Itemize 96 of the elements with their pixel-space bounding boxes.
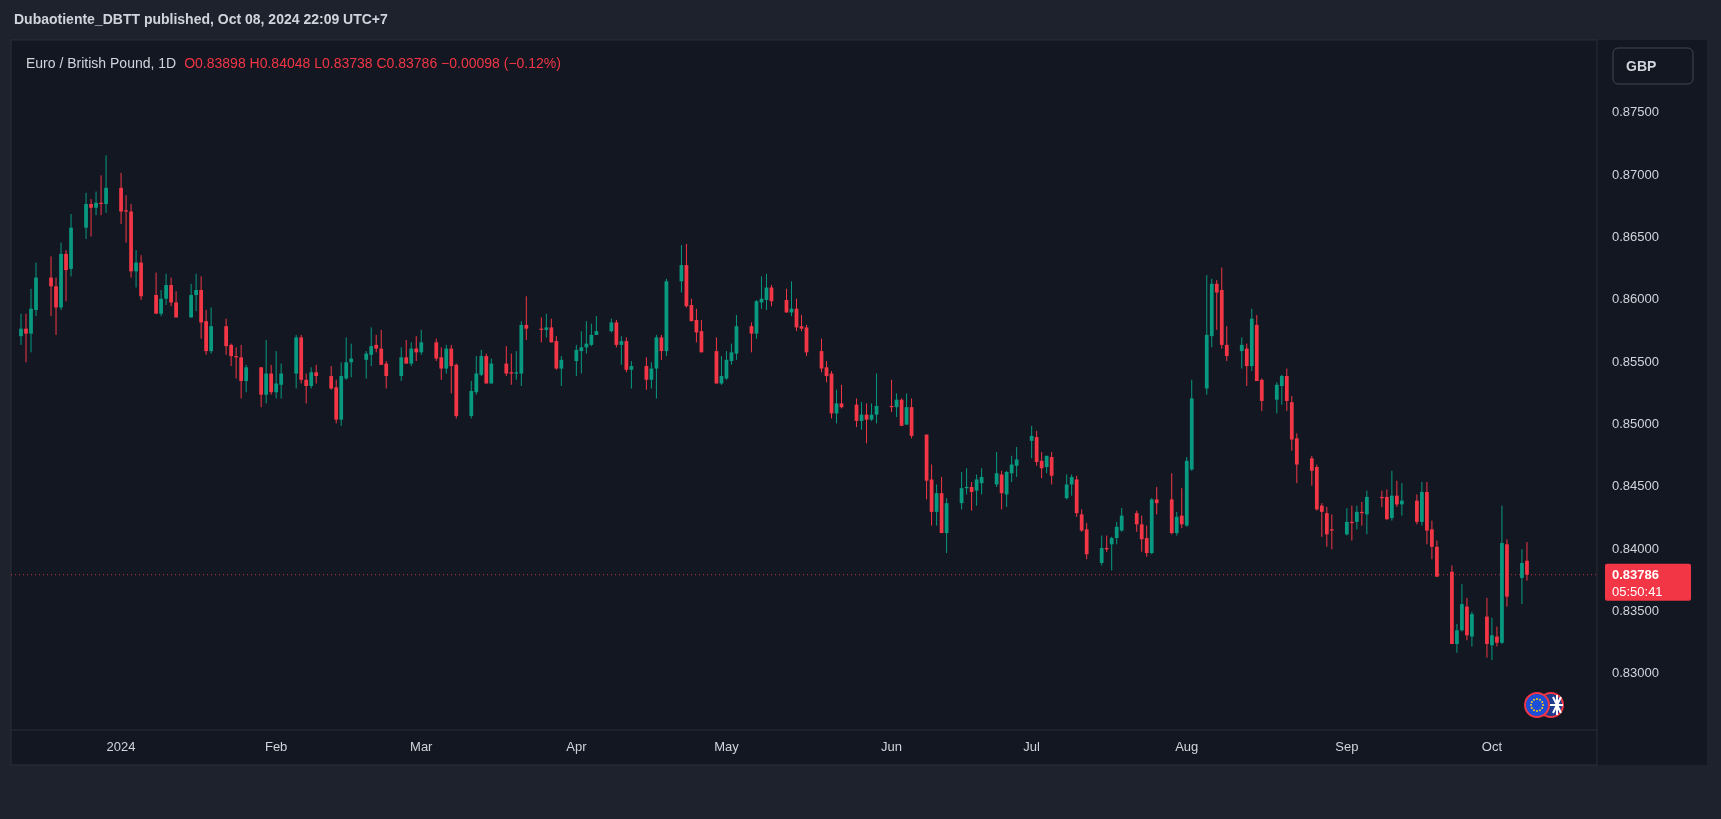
candlestick <box>1069 473 1074 497</box>
ref-line-label: 0.83786 <box>1612 567 1659 583</box>
candlestick <box>104 154 108 214</box>
candlestick <box>409 341 414 367</box>
candlestick <box>1525 541 1529 582</box>
candlestick <box>309 366 314 389</box>
y-tick-label: 0.85500 <box>1612 353 1659 369</box>
candlestick <box>1279 374 1284 406</box>
candlestick <box>1520 548 1524 605</box>
candlestick <box>444 344 449 375</box>
candlestick <box>1099 535 1104 566</box>
candlestick <box>24 313 28 363</box>
candlestick <box>304 373 309 404</box>
candlestick <box>1344 507 1349 537</box>
candlestick <box>84 192 88 240</box>
y-axis-title: GBP <box>1626 57 1657 74</box>
candlestick <box>1329 513 1334 550</box>
candlestick <box>159 289 163 317</box>
y-tick-label: 0.86000 <box>1612 291 1659 307</box>
candlestick <box>269 364 274 396</box>
y-tick-label: 0.84500 <box>1612 478 1659 494</box>
candlestick <box>1154 486 1159 515</box>
x-tick-label: Jul <box>1023 739 1041 754</box>
candlestick <box>19 313 23 346</box>
candlestick <box>164 273 168 306</box>
candlestick <box>194 273 198 312</box>
candlestick <box>189 283 193 318</box>
x-tick-label: Mar <box>410 739 434 754</box>
x-tick-label: Aug <box>1175 739 1199 754</box>
candlestick <box>559 355 564 387</box>
y-tick-label: 0.87000 <box>1612 166 1659 182</box>
candlestick <box>1049 451 1054 485</box>
candlestick <box>999 470 1004 510</box>
candlestick <box>1389 470 1394 522</box>
candlestick <box>489 358 494 385</box>
candlestick <box>154 272 158 315</box>
candlestick <box>1174 511 1179 537</box>
candlestick <box>419 329 424 356</box>
x-tick-label: Sep <box>1335 739 1359 754</box>
y-tick-label: 0.83000 <box>1612 665 1659 681</box>
text: Euro / British Pound, 1D <box>26 55 177 71</box>
candlestick <box>1109 536 1114 571</box>
candlestick <box>64 249 68 302</box>
text: 05:50:41 <box>1612 584 1663 600</box>
candlestick <box>1364 490 1369 535</box>
candlestick <box>1134 510 1139 533</box>
candlestick <box>1064 473 1069 500</box>
candlestick <box>1144 525 1149 558</box>
candlestick <box>1495 626 1499 647</box>
candlestick <box>134 249 138 289</box>
candlestick <box>244 364 249 393</box>
candlestick <box>1239 336 1244 370</box>
candlestick <box>274 350 279 399</box>
candlestick <box>504 345 509 377</box>
x-tick-label: 2024 <box>106 739 136 754</box>
candlestick <box>1395 480 1399 508</box>
candlestick <box>1179 487 1184 529</box>
candlestick <box>264 339 269 404</box>
candlestick <box>1224 325 1229 362</box>
candlestick <box>399 346 404 382</box>
candlestick <box>169 277 173 307</box>
x-tick-label: Apr <box>566 739 588 754</box>
x-tick-label: May <box>714 739 740 754</box>
candlestick <box>49 255 53 317</box>
candlestick <box>1384 488 1389 520</box>
candlestick <box>544 313 549 338</box>
candlestick <box>314 364 319 385</box>
candlestick <box>524 295 529 341</box>
y-tick-label: 0.84000 <box>1612 540 1659 556</box>
y-tick-label: 0.85000 <box>1612 415 1659 431</box>
candlestick <box>174 290 178 318</box>
y-tick-label: 0.87500 <box>1612 104 1659 120</box>
candlestick <box>1470 611 1474 647</box>
candlestick <box>1014 446 1019 478</box>
y-tick-label: 0.86500 <box>1612 228 1659 244</box>
candlestick <box>89 198 93 237</box>
candlestick <box>364 350 369 380</box>
y-tick-label: 0.83500 <box>1612 602 1659 618</box>
candlestick <box>1455 623 1459 654</box>
candlestick <box>54 277 58 336</box>
x-tick-label: Oct <box>1481 739 1503 754</box>
candlestick <box>1415 493 1419 525</box>
candlestick <box>224 318 229 356</box>
candlestick <box>404 339 409 365</box>
candlestick <box>574 344 579 377</box>
text: O0.83898 H0.84048 L0.83738 C0.83786 −0.00098 (−0.12%) <box>184 55 561 71</box>
candlestick <box>94 191 98 216</box>
candlestick <box>1244 343 1249 387</box>
x-tick-label: Feb <box>264 739 288 754</box>
candlestick <box>239 344 244 399</box>
candlestick <box>1354 505 1359 530</box>
candlestick <box>1490 617 1494 661</box>
x-tick-label: Jun <box>881 739 903 754</box>
candlestick <box>1029 425 1034 459</box>
text: Dubaotiente_DBTT published, Oct 08, 2024 22:09 UTC+7 <box>14 11 389 27</box>
candlestick <box>594 315 599 336</box>
